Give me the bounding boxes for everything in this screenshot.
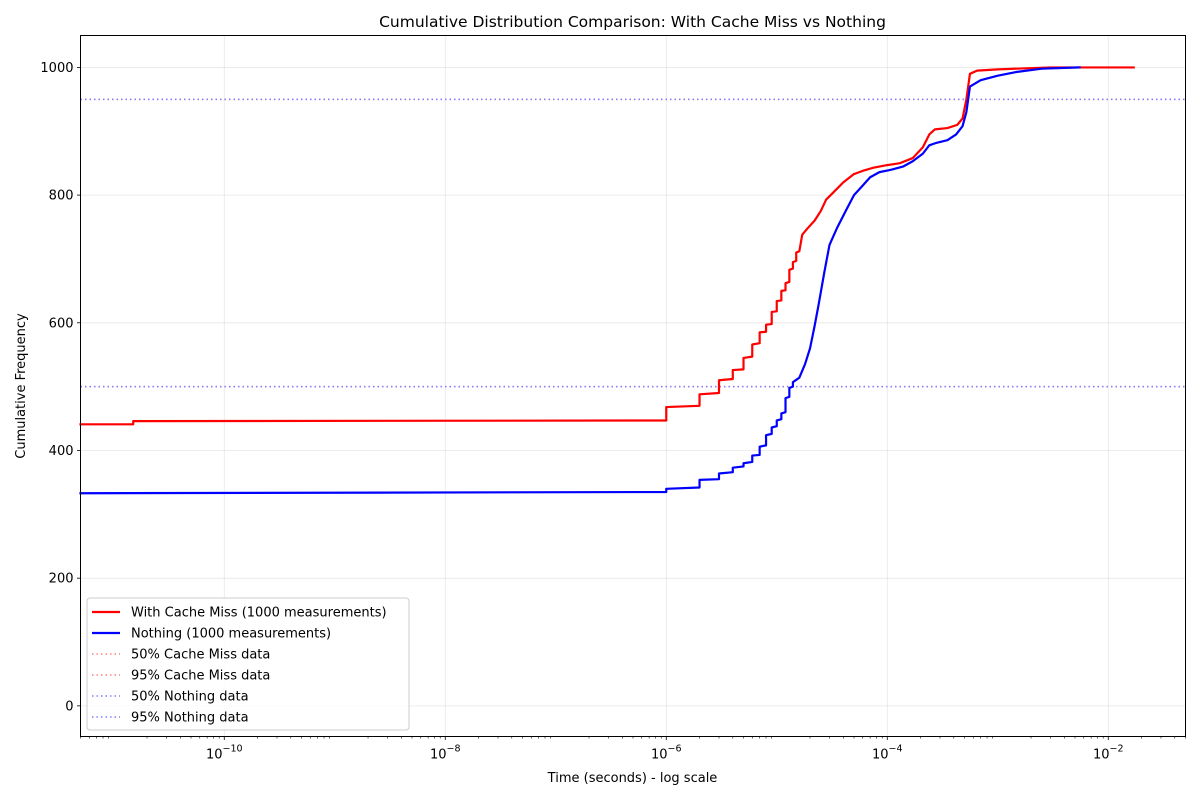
y-tick-label: 1000 (40, 61, 73, 76)
legend-label: Nothing (1000 measurements) (131, 627, 331, 642)
y-axis-label: Cumulative Frequency (14, 313, 29, 459)
y-tick-label: 200 (49, 572, 74, 587)
y-tick-label: 600 (49, 316, 74, 331)
x-tick-label-base: 10 (430, 748, 447, 763)
x-tick-label-exponent: −4 (889, 744, 903, 755)
legend-label: With Cache Miss (1000 measurements) (131, 606, 387, 621)
y-tick-label: 0 (65, 699, 73, 714)
legend-label: 50% Cache Miss data (131, 648, 270, 663)
series-line-nothing (79, 66, 1081, 495)
x-axis-label: Time (seconds) - log scale (547, 771, 718, 786)
x-tick-label-exponent: −6 (668, 744, 682, 755)
y-axis-ticks: 0 200 400 600 800 1000 (40, 61, 81, 714)
x-tick-label-base: 10 (651, 748, 668, 763)
y-tick-label: 800 (49, 189, 74, 204)
x-tick-label-exponent: −2 (1110, 744, 1124, 755)
legend: With Cache Miss (1000 measurements) Nothi… (86, 597, 410, 731)
x-axis-ticks: 10−10 10−8 10−6 10−4 10−2 (80, 736, 1186, 763)
x-tick-label-exponent: −10 (223, 744, 243, 755)
legend-label: 50% Nothing data (131, 690, 249, 705)
legend-label: 95% Nothing data (131, 711, 249, 726)
legend-box (86, 597, 410, 731)
x-tick-label: 10−6 (651, 744, 682, 763)
x-tick-label: 10−2 (1093, 744, 1124, 763)
series-line-cache-miss (79, 66, 1135, 426)
y-tick-label: 400 (49, 444, 74, 459)
x-tick-label: 10−10 (206, 744, 243, 763)
chart-title: Cumulative Distribution Comparison: With… (379, 13, 886, 31)
x-tick-label: 10−8 (430, 744, 461, 763)
x-tick-label: 10−4 (872, 744, 903, 763)
series-lines (79, 66, 1135, 495)
legend-label: 95% Cache Miss data (131, 669, 270, 684)
x-tick-label-exponent: −8 (447, 744, 461, 755)
x-tick-label-base: 10 (872, 748, 889, 763)
x-tick-label-base: 10 (1093, 748, 1110, 763)
x-tick-label-base: 10 (206, 748, 223, 763)
